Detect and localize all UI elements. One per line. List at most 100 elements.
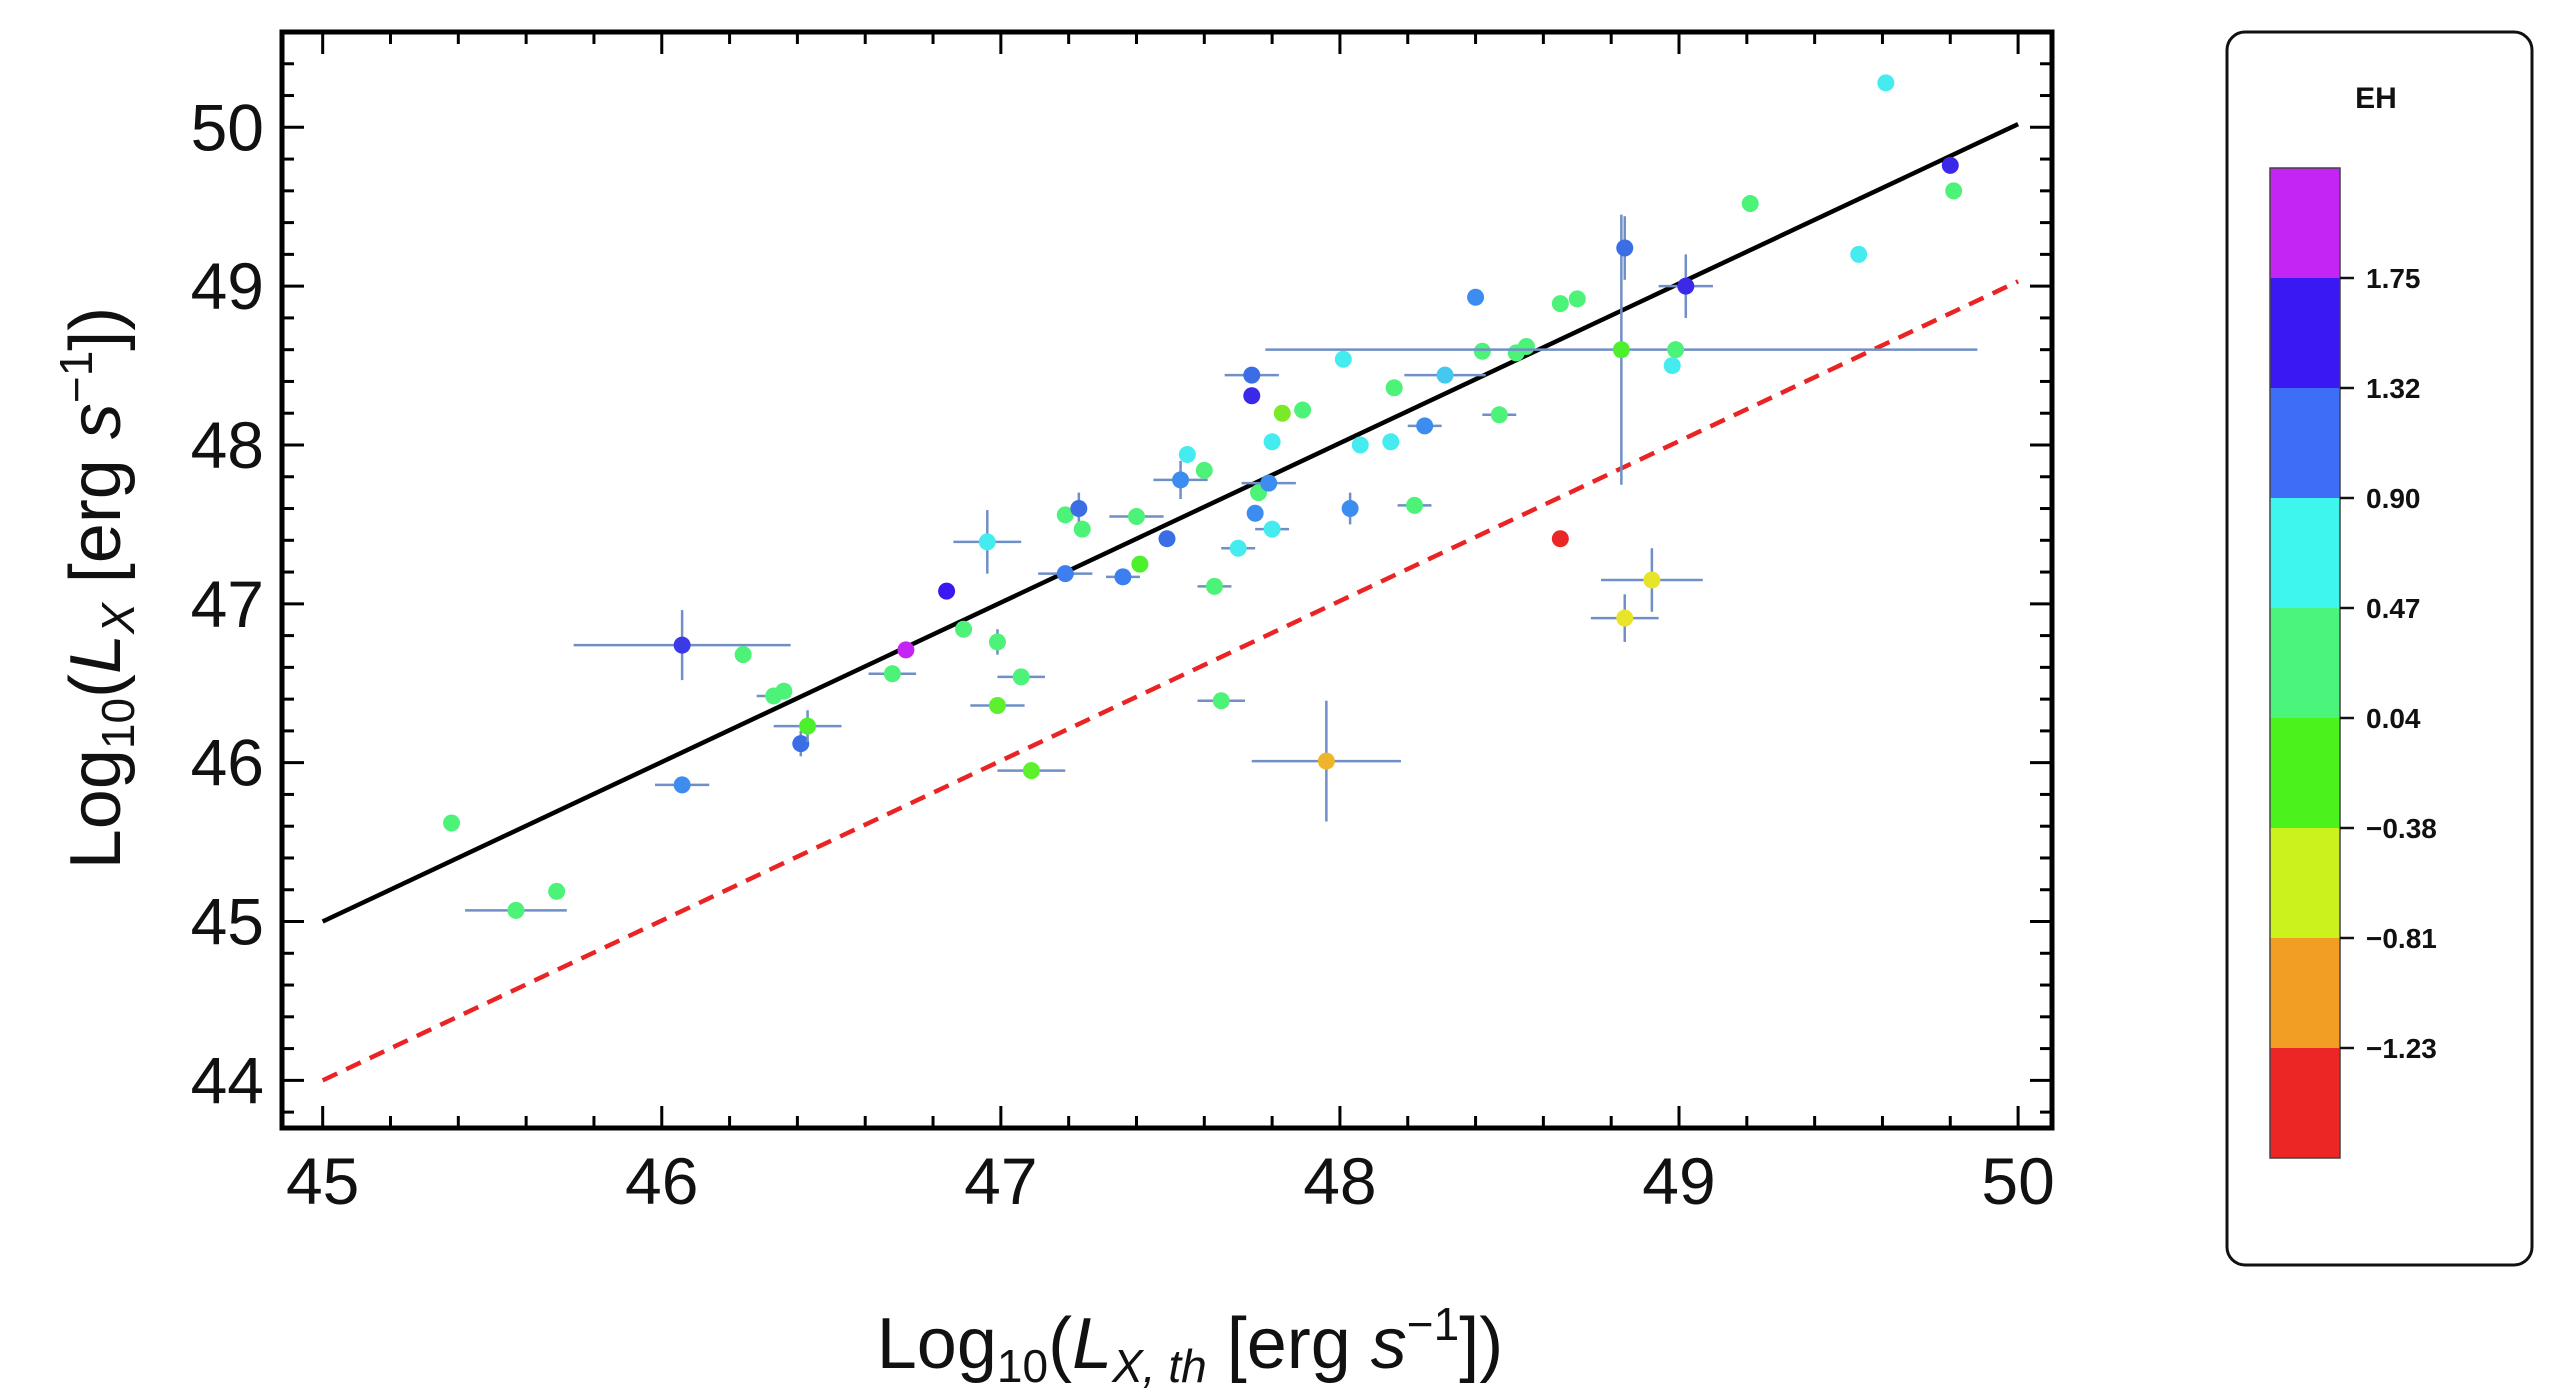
data-point (1012, 668, 1030, 686)
y-title-sup: −1 (50, 351, 102, 403)
data-point (1517, 338, 1535, 356)
colorbar-label: 1.32 (2366, 373, 2421, 404)
plot-area (282, 32, 2052, 1128)
colorbar-title: EH (2355, 82, 2397, 115)
data-point (938, 582, 956, 600)
plot-background (282, 32, 2052, 1128)
data-point (1273, 404, 1291, 422)
data-point (1070, 500, 1088, 518)
data-point (734, 646, 752, 664)
data-point (1416, 417, 1434, 435)
data-point (1551, 295, 1569, 313)
y-axis-title: Log10(LX [erg s−1]) (50, 307, 144, 870)
data-point (988, 696, 1006, 714)
colorbar-label: 0.90 (2366, 483, 2421, 514)
y-title-open: ( (56, 674, 136, 698)
data-point (1741, 195, 1759, 213)
colorbar-label: −1.23 (2366, 1033, 2437, 1064)
data-point (1056, 565, 1074, 583)
y-tick-label: 45 (191, 885, 264, 959)
data-point (897, 641, 915, 659)
x-title-prefix: Log (877, 1304, 997, 1384)
data-point (792, 735, 810, 753)
x-tick-label: 49 (1642, 1144, 1715, 1218)
line-equality-offset (321, 279, 2020, 1083)
colorbar-legend: EH 1.75 1.32 0.90 0.47 0.04 −0.38 −0.81 −1.23 (2225, 30, 2534, 1267)
colorbar-label: −0.38 (2366, 813, 2437, 844)
x-axis-title: Log10(LX, th [erg s−1]) (877, 1298, 1503, 1392)
colorbar-swatch (2270, 278, 2340, 389)
x-title-sub: 10 (997, 1340, 1048, 1392)
data-point (1663, 357, 1681, 375)
data-point (1317, 752, 1335, 770)
x-title-varsub: X, th (1111, 1340, 1207, 1392)
axes: 45 46 47 48 49 50 44 45 46 47 48 49 50 (191, 29, 2055, 1218)
data-point (1229, 539, 1247, 557)
colorbar-swatch (2270, 608, 2340, 719)
data-point (1385, 379, 1403, 397)
x-tick-label: 48 (1303, 1144, 1376, 1218)
colorbar-swatch (2270, 938, 2340, 1049)
colorbar-swatch (2270, 1048, 2340, 1159)
colorbar-label: 0.04 (2366, 703, 2421, 734)
data-point (1616, 609, 1634, 627)
data-point (1334, 350, 1352, 368)
colorbar-swatch (2270, 498, 2340, 609)
data-point (673, 776, 691, 794)
data-point (799, 717, 817, 735)
data-point (1941, 156, 1959, 174)
data-point (1667, 341, 1685, 359)
data-point (775, 682, 793, 700)
y-title-unit: [erg (56, 439, 136, 603)
data-point (988, 633, 1006, 651)
data-point (1195, 461, 1213, 479)
y-title-close: ]) (56, 307, 136, 351)
x-tick-label: 46 (625, 1144, 698, 1218)
data-point (507, 901, 525, 919)
data-point (1616, 239, 1634, 257)
colorbar-swatch (2270, 828, 2340, 939)
data-point (1172, 471, 1190, 489)
colorbar-outline (2269, 167, 2341, 1159)
x-title-unit-s: s (1371, 1304, 1407, 1384)
data-point (1212, 692, 1230, 710)
y-title-prefix: Log (56, 749, 136, 869)
x-tick-label: 45 (286, 1144, 359, 1218)
x-title-var: L (1072, 1304, 1112, 1384)
data-point (1131, 555, 1149, 573)
data-point (548, 882, 566, 900)
data-point (1022, 762, 1040, 780)
data-point (1473, 342, 1491, 360)
x-title-open: ( (1048, 1304, 1072, 1384)
x-tick-label: 47 (964, 1144, 1037, 1218)
colorbar-label: −0.81 (2366, 923, 2437, 954)
y-tick-label: 46 (191, 726, 264, 800)
data-point (1260, 474, 1278, 492)
colorbar-label: 1.75 (2366, 263, 2421, 294)
data-point (1612, 341, 1630, 359)
y-title-sub: 10 (92, 698, 144, 749)
data-point (1341, 500, 1359, 518)
data-point (1073, 520, 1091, 538)
data-point (883, 665, 901, 683)
colorbar-swatch (2270, 388, 2340, 499)
data-point (955, 620, 973, 638)
data-point (1877, 74, 1895, 92)
x-title-close: ]) (1459, 1304, 1503, 1384)
colorbar-label: 0.47 (2366, 593, 2421, 624)
y-tick-label: 47 (191, 567, 264, 641)
data-point (1406, 496, 1424, 514)
data-point (1263, 520, 1281, 538)
y-tick-label: 49 (191, 249, 264, 323)
data-point (1243, 366, 1261, 384)
y-tick-label: 48 (191, 408, 264, 482)
data-point (1382, 433, 1400, 451)
data-point (1263, 433, 1281, 451)
data-point (673, 636, 691, 654)
data-point (443, 814, 461, 832)
line-best-fit (321, 122, 2020, 924)
data-point (1158, 530, 1176, 548)
data-point (1246, 504, 1264, 522)
x-tick-label: 50 (1981, 1144, 2054, 1218)
